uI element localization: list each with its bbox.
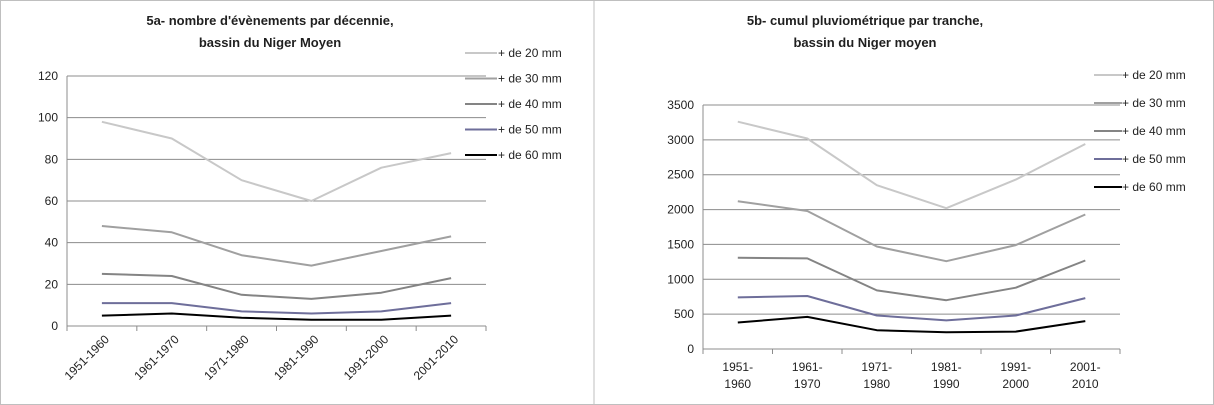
chart-5a-y-tick-label: 100 [38, 111, 58, 125]
chart-5b-series-line [737, 200, 1086, 263]
chart-5a-legend-label: + de 60 mm [498, 148, 562, 162]
chart-5a-y-tick-label: 80 [45, 152, 59, 166]
chart-5a-y-tick-label: 120 [38, 69, 58, 83]
chart-5a-legend-label: + de 50 mm [498, 123, 562, 137]
chart-5b-y-tick-label: 0 [687, 342, 694, 356]
chart-5a-series-line [101, 272, 452, 300]
chart-5b-y-tick-label: 500 [674, 307, 694, 321]
chart-5b-legend-label: + de 60 mm [1122, 180, 1186, 194]
chart-5b-legend-label: + de 30 mm [1122, 96, 1186, 110]
chart-5a-y-tick-label: 60 [45, 194, 59, 208]
chart-5a-title-line-2: bassin du Niger Moyen [199, 35, 341, 50]
chart-5a-legend-label: + de 20 mm [498, 46, 562, 60]
chart-5b: 5b- cumul pluviométrique par tranche, ba… [667, 13, 1185, 391]
chart-5b-y-tick-label: 3000 [667, 133, 694, 147]
chart-5b-title-line-1: 5b- cumul pluviométrique par tranche, [747, 13, 983, 28]
chart-5b-x-tick-label: 1981-1990 [931, 360, 962, 391]
chart-5b-x-tick-label: 1991-2000 [1000, 360, 1031, 391]
chart-5b-title-line-2: bassin du Niger moyen [793, 35, 936, 50]
chart-5b-legend-label: + de 50 mm [1122, 152, 1186, 166]
chart-5b-x-tick-label: 1971-1980 [861, 360, 892, 391]
chart-5b-series-line [737, 120, 1086, 210]
chart-5a-y-tick-label: 20 [45, 277, 59, 291]
chart-5b-series-line [737, 295, 1086, 322]
chart-5b-y-tick-label: 2000 [667, 203, 694, 217]
chart-5b-x-tick-label: 1951-1960 [722, 360, 753, 391]
chart-5b-y-tick-label: 2500 [667, 168, 694, 182]
chart-5a-series-line [101, 312, 452, 321]
chart-5b-x-tick-label: 2001-2010 [1070, 360, 1101, 391]
chart-5a-series-line [101, 302, 452, 315]
chart-5a-series-line [101, 225, 452, 267]
chart-5a-legend-label: + de 30 mm [498, 72, 562, 86]
chart-5b-legend-label: + de 20 mm [1122, 68, 1186, 82]
chart-5a-legend-label: + de 40 mm [498, 97, 562, 111]
chart-5b-series-line [737, 256, 1086, 302]
chart-5b-y-tick-label: 1500 [667, 237, 694, 251]
chart-5a-series-line [101, 120, 452, 202]
chart-5b-legend-label: + de 40 mm [1122, 124, 1186, 138]
chart-5b-series-line [737, 315, 1086, 334]
chart-5b-x-tick-label: 1961-1970 [792, 360, 823, 391]
chart-5a-y-tick-label: 40 [45, 236, 59, 250]
chart-5a-title-line-1: 5a- nombre d'évènements par décennie, [146, 13, 393, 28]
chart-5b-y-tick-label: 1000 [667, 272, 694, 286]
chart-5a-y-tick-label: 0 [51, 319, 58, 333]
chart-5b-y-tick-label: 3500 [667, 98, 694, 112]
